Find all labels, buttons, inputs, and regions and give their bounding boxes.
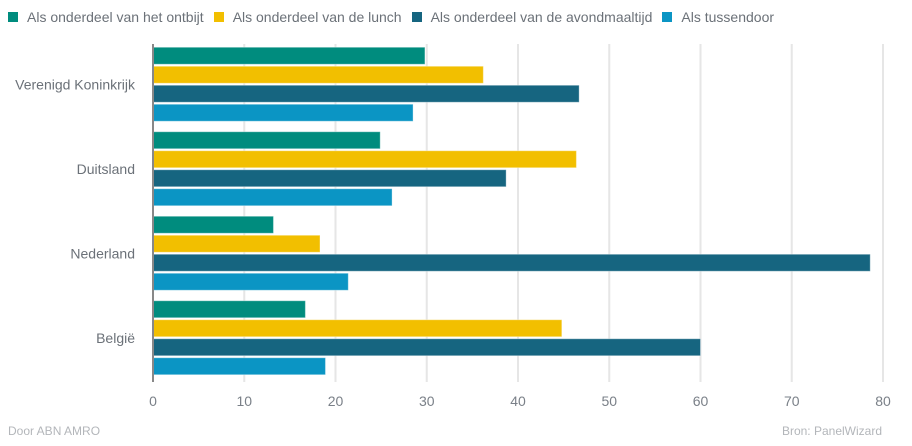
bar [152,131,381,150]
bar [152,253,871,272]
x-tick-label: 80 [875,393,891,409]
category-label: Duitsland [77,161,135,177]
legend-item[interactable]: Als onderdeel van het ontbijt [8,9,204,25]
legend: Als onderdeel van het ontbijt Als onderde… [8,9,784,25]
credit-text: Door ABN AMRO [8,424,101,438]
bar [152,338,701,357]
legend-label: Als onderdeel van de avondmaaltijd [430,9,653,25]
bar [152,300,306,319]
legend-label: Als tussendoor [681,9,775,25]
bar [152,357,326,376]
x-tick-label: 40 [510,393,526,409]
legend-swatch-icon [213,12,224,22]
bar [152,272,349,291]
x-tick-label: 60 [693,393,709,409]
x-tick-label: 70 [784,393,800,409]
x-tick-label: 20 [328,393,344,409]
source-text: Bron: PanelWizard [781,424,882,438]
bar [152,84,580,103]
x-tick-label: 10 [236,393,252,409]
bar [152,169,507,188]
category-label: Verenigd Koninkrijk [15,76,136,92]
legend-swatch-icon [8,12,18,22]
bar [152,319,563,338]
bar [152,215,274,234]
bar [152,103,414,122]
legend-label: Als onderdeel van de lunch [232,9,402,25]
category-label: Nederland [70,245,135,261]
category-label: België [96,330,135,346]
legend-item[interactable]: Als tussendoor [662,9,774,25]
legend-item[interactable]: Als onderdeel van de avondmaaltijd [411,9,653,25]
legend-label: Als onderdeel van het ontbijt [27,9,204,25]
x-tick-label: 50 [601,393,617,409]
legend-item[interactable]: Als onderdeel van de lunch [213,9,402,25]
legend-swatch-icon [662,12,673,22]
bar [152,150,577,169]
bar [152,65,484,84]
bar [152,188,393,207]
x-tick-label: 0 [149,393,157,409]
bar [152,46,426,65]
legend-swatch-icon [411,12,422,22]
x-tick-label: 30 [419,393,435,409]
bar [152,234,321,253]
